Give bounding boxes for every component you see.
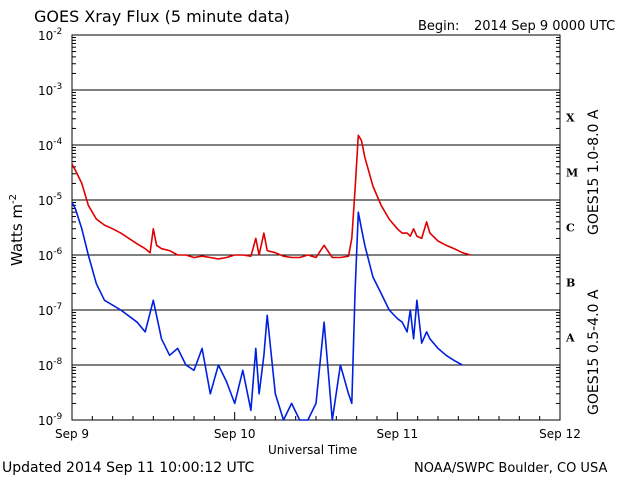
y-tick-label: 10-9: [38, 412, 63, 428]
series-line-long: [71, 134, 471, 260]
chart-title: GOES Xray Flux (5 minute data): [34, 7, 290, 26]
y-tick-label: 10-6: [38, 247, 63, 263]
y-tick-label: 10-7: [38, 302, 62, 318]
flare-class-label: M: [566, 167, 578, 180]
begin-label: Begin:: [418, 19, 459, 34]
x-tick-label: Sep 10: [214, 427, 256, 441]
y-tick-label: 10-2: [38, 27, 62, 43]
y-tick-label: 10-8: [38, 357, 63, 373]
begin-value: 2014 Sep 9 0000 UTC: [474, 19, 615, 34]
y-tick-label: 10-5: [38, 192, 62, 208]
flare-class-label: B: [566, 277, 575, 290]
footer-credit: NOAA/SWPC Boulder, CO USA: [414, 461, 607, 476]
series-line-short: [71, 202, 463, 421]
plot-frame: [71, 34, 561, 421]
y-axis-label-exp: -2: [8, 194, 19, 204]
x-tick-label: Sep 12: [539, 427, 581, 441]
x-tick-label: Sep 9: [55, 427, 89, 441]
flare-class-label: A: [565, 332, 575, 345]
legend-short: GOES15 0.5-4.0 A: [586, 289, 602, 415]
flare-class-label: X: [566, 112, 575, 125]
x-axis-label: Universal Time: [268, 443, 357, 457]
y-tick-label: 10-4: [38, 137, 63, 153]
flare-class-label: C: [566, 222, 575, 235]
y-tick-label: 10-3: [38, 82, 62, 98]
legend-long: GOES15 1.0-8.0 A: [586, 109, 602, 235]
y-axis-label: Watts m-2: [8, 194, 26, 266]
x-tick-label: Sep 11: [376, 427, 418, 441]
footer-updated: Updated 2014 Sep 11 10:00:12 UTC: [2, 460, 255, 476]
